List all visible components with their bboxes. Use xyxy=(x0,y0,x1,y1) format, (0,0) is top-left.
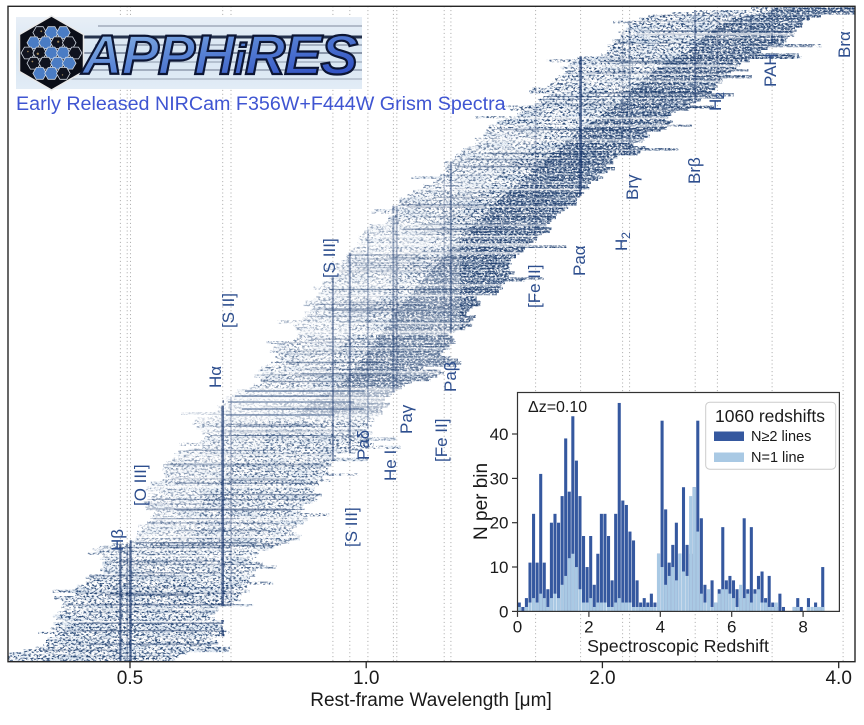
svg-text:Brα: Brα xyxy=(835,31,854,58)
svg-text:0.5: 0.5 xyxy=(117,668,143,689)
svg-text:Hβ: Hβ xyxy=(108,529,127,551)
svg-text:Paα: Paα xyxy=(570,245,589,276)
svg-text:1060 redshifts: 1060 redshifts xyxy=(715,406,825,426)
svg-text:Early Released NIRCam F356W+F4: Early Released NIRCam F356W+F444W Grism … xyxy=(16,93,506,115)
svg-text:APPHiRES: APPHiRES xyxy=(80,23,358,86)
svg-text:Brβ: Brβ xyxy=(685,157,704,184)
svg-text:[Fe II]: [Fe II] xyxy=(432,419,451,462)
svg-text:1.0: 1.0 xyxy=(353,668,379,689)
svg-text:[S III]: [S III] xyxy=(320,238,339,278)
svg-text:4.0: 4.0 xyxy=(825,668,851,689)
svg-text:PAH: PAH xyxy=(761,53,780,87)
svg-text:0: 0 xyxy=(499,602,508,621)
svg-text:[O III]: [O III] xyxy=(131,464,150,506)
svg-text:Δz=0.10: Δz=0.10 xyxy=(528,399,587,416)
svg-text:He I: He I xyxy=(381,450,400,481)
svg-text:30: 30 xyxy=(490,469,509,488)
svg-text:2.0: 2.0 xyxy=(589,668,615,689)
svg-text:Paβ: Paβ xyxy=(441,361,460,392)
svg-text:2: 2 xyxy=(584,617,593,636)
svg-text:Paγ: Paγ xyxy=(397,404,416,434)
svg-text:Rest-frame Wavelength [μm]: Rest-frame Wavelength [μm] xyxy=(310,690,551,711)
svg-text:6: 6 xyxy=(727,617,736,636)
svg-text:0: 0 xyxy=(513,617,522,636)
svg-text:Paδ: Paδ xyxy=(354,430,373,460)
svg-text:Spectroscopic Redshift: Spectroscopic Redshift xyxy=(587,636,769,656)
svg-text:20: 20 xyxy=(490,514,509,533)
svg-text:10: 10 xyxy=(490,558,509,577)
svg-text:Hα: Hα xyxy=(206,366,225,388)
svg-text:8: 8 xyxy=(798,617,807,636)
svg-text:4: 4 xyxy=(656,617,665,636)
svg-text:[S II]: [S II] xyxy=(219,293,238,328)
svg-text:N=1 line: N=1 line xyxy=(751,450,805,466)
svg-text:40: 40 xyxy=(490,425,509,444)
svg-text:N≥2 lines: N≥2 lines xyxy=(751,429,811,445)
svg-text:[S III]: [S III] xyxy=(342,507,361,547)
svg-text:[Fe II]: [Fe II] xyxy=(525,265,544,308)
svg-text:N per bin: N per bin xyxy=(471,463,492,540)
svg-text:Brγ: Brγ xyxy=(623,174,642,200)
